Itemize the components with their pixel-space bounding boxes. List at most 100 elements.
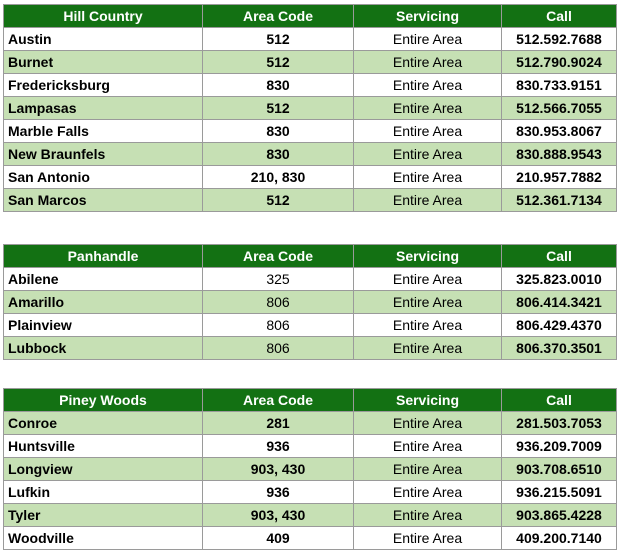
table-header-row: Panhandle Area Code Servicing Call [3,244,617,268]
servicing-cell: Entire Area [353,313,502,337]
servicing-cell: Entire Area [353,96,502,120]
servicing-cell: Entire Area [353,50,502,74]
phone-cell[interactable]: 512.592.7688 [501,27,617,51]
phone-cell[interactable]: 830.733.9151 [501,73,617,97]
phone-cell[interactable]: 512.361.7134 [501,188,617,212]
panhandle-table: Panhandle Area Code Servicing Call Abile… [3,244,617,360]
table-header-row: Piney Woods Area Code Servicing Call [3,388,617,412]
city-cell: Woodville [3,526,203,550]
phone-cell[interactable]: 281.503.7053 [501,411,617,435]
servicing-header: Servicing [353,388,502,412]
hill-country-table: Hill Country Area Code Servicing Call Au… [3,4,617,212]
servicing-cell: Entire Area [353,73,502,97]
phone-cell[interactable]: 936.209.7009 [501,434,617,458]
table-row: Plainview 806 Entire Area 806.429.4370 [3,313,617,337]
area-code-cell: 830 [202,73,354,97]
servicing-cell: Entire Area [353,27,502,51]
table-row: Woodville 409 Entire Area 409.200.7140 [3,526,617,550]
phone-cell[interactable]: 936.215.5091 [501,480,617,504]
region-header: Piney Woods [3,388,203,412]
area-code-cell: 903, 430 [202,457,354,481]
phone-cell[interactable]: 512.566.7055 [501,96,617,120]
phone-cell[interactable]: 903.865.4228 [501,503,617,527]
region-header: Hill Country [3,4,203,28]
phone-cell[interactable]: 409.200.7140 [501,526,617,550]
area-code-cell: 903, 430 [202,503,354,527]
servicing-cell: Entire Area [353,434,502,458]
servicing-cell: Entire Area [353,165,502,189]
table-row: Lubbock 806 Entire Area 806.370.3501 [3,336,617,360]
area-code-cell: 512 [202,50,354,74]
servicing-cell: Entire Area [353,267,502,291]
servicing-cell: Entire Area [353,526,502,550]
city-cell: Marble Falls [3,119,203,143]
table-row: Burnet 512 Entire Area 512.790.9024 [3,50,617,74]
area-code-cell: 936 [202,434,354,458]
city-cell: Burnet [3,50,203,74]
city-cell: Lampasas [3,96,203,120]
city-cell: Lufkin [3,480,203,504]
area-code-header: Area Code [202,4,354,28]
city-cell: Austin [3,27,203,51]
servicing-cell: Entire Area [353,457,502,481]
area-code-cell: 806 [202,313,354,337]
table-row: New Braunfels 830 Entire Area 830.888.95… [3,142,617,166]
area-code-cell: 409 [202,526,354,550]
table-row: Lampasas 512 Entire Area 512.566.7055 [3,96,617,120]
area-code-cell: 830 [202,119,354,143]
region-header: Panhandle [3,244,203,268]
servicing-cell: Entire Area [353,503,502,527]
servicing-cell: Entire Area [353,290,502,314]
table-row: Abilene 325 Entire Area 325.823.0010 [3,267,617,291]
area-code-header: Area Code [202,388,354,412]
servicing-cell: Entire Area [353,480,502,504]
city-cell: Huntsville [3,434,203,458]
table-row: Marble Falls 830 Entire Area 830.953.806… [3,119,617,143]
area-code-cell: 830 [202,142,354,166]
servicing-cell: Entire Area [353,188,502,212]
table-row: Tyler 903, 430 Entire Area 903.865.4228 [3,503,617,527]
phone-cell[interactable]: 512.790.9024 [501,50,617,74]
servicing-cell: Entire Area [353,119,502,143]
table-row: San Antonio 210, 830 Entire Area 210.957… [3,165,617,189]
area-code-cell: 210, 830 [202,165,354,189]
call-header: Call [501,244,617,268]
table-row: Huntsville 936 Entire Area 936.209.7009 [3,434,617,458]
city-cell: San Marcos [3,188,203,212]
phone-cell[interactable]: 806.370.3501 [501,336,617,360]
servicing-cell: Entire Area [353,336,502,360]
area-code-cell: 936 [202,480,354,504]
phone-cell[interactable]: 830.888.9543 [501,142,617,166]
city-cell: Lubbock [3,336,203,360]
area-code-cell: 512 [202,96,354,120]
servicing-header: Servicing [353,4,502,28]
table-header-row: Hill Country Area Code Servicing Call [3,4,617,28]
phone-cell[interactable]: 830.953.8067 [501,119,617,143]
table-row: Amarillo 806 Entire Area 806.414.3421 [3,290,617,314]
phone-cell[interactable]: 903.708.6510 [501,457,617,481]
table-row: San Marcos 512 Entire Area 512.361.7134 [3,188,617,212]
city-cell: Tyler [3,503,203,527]
servicing-cell: Entire Area [353,411,502,435]
servicing-cell: Entire Area [353,142,502,166]
city-cell: Plainview [3,313,203,337]
area-code-cell: 512 [202,27,354,51]
city-cell: San Antonio [3,165,203,189]
table-row: Conroe 281 Entire Area 281.503.7053 [3,411,617,435]
call-header: Call [501,388,617,412]
servicing-header: Servicing [353,244,502,268]
phone-cell[interactable]: 806.429.4370 [501,313,617,337]
area-code-header: Area Code [202,244,354,268]
table-row: Lufkin 936 Entire Area 936.215.5091 [3,480,617,504]
piney-woods-table: Piney Woods Area Code Servicing Call Con… [3,388,617,550]
area-code-cell: 512 [202,188,354,212]
phone-cell[interactable]: 806.414.3421 [501,290,617,314]
call-header: Call [501,4,617,28]
area-code-cell: 325 [202,267,354,291]
phone-cell[interactable]: 325.823.0010 [501,267,617,291]
table-row: Austin 512 Entire Area 512.592.7688 [3,27,617,51]
city-cell: Abilene [3,267,203,291]
area-code-cell: 806 [202,336,354,360]
city-cell: Amarillo [3,290,203,314]
phone-cell[interactable]: 210.957.7882 [501,165,617,189]
